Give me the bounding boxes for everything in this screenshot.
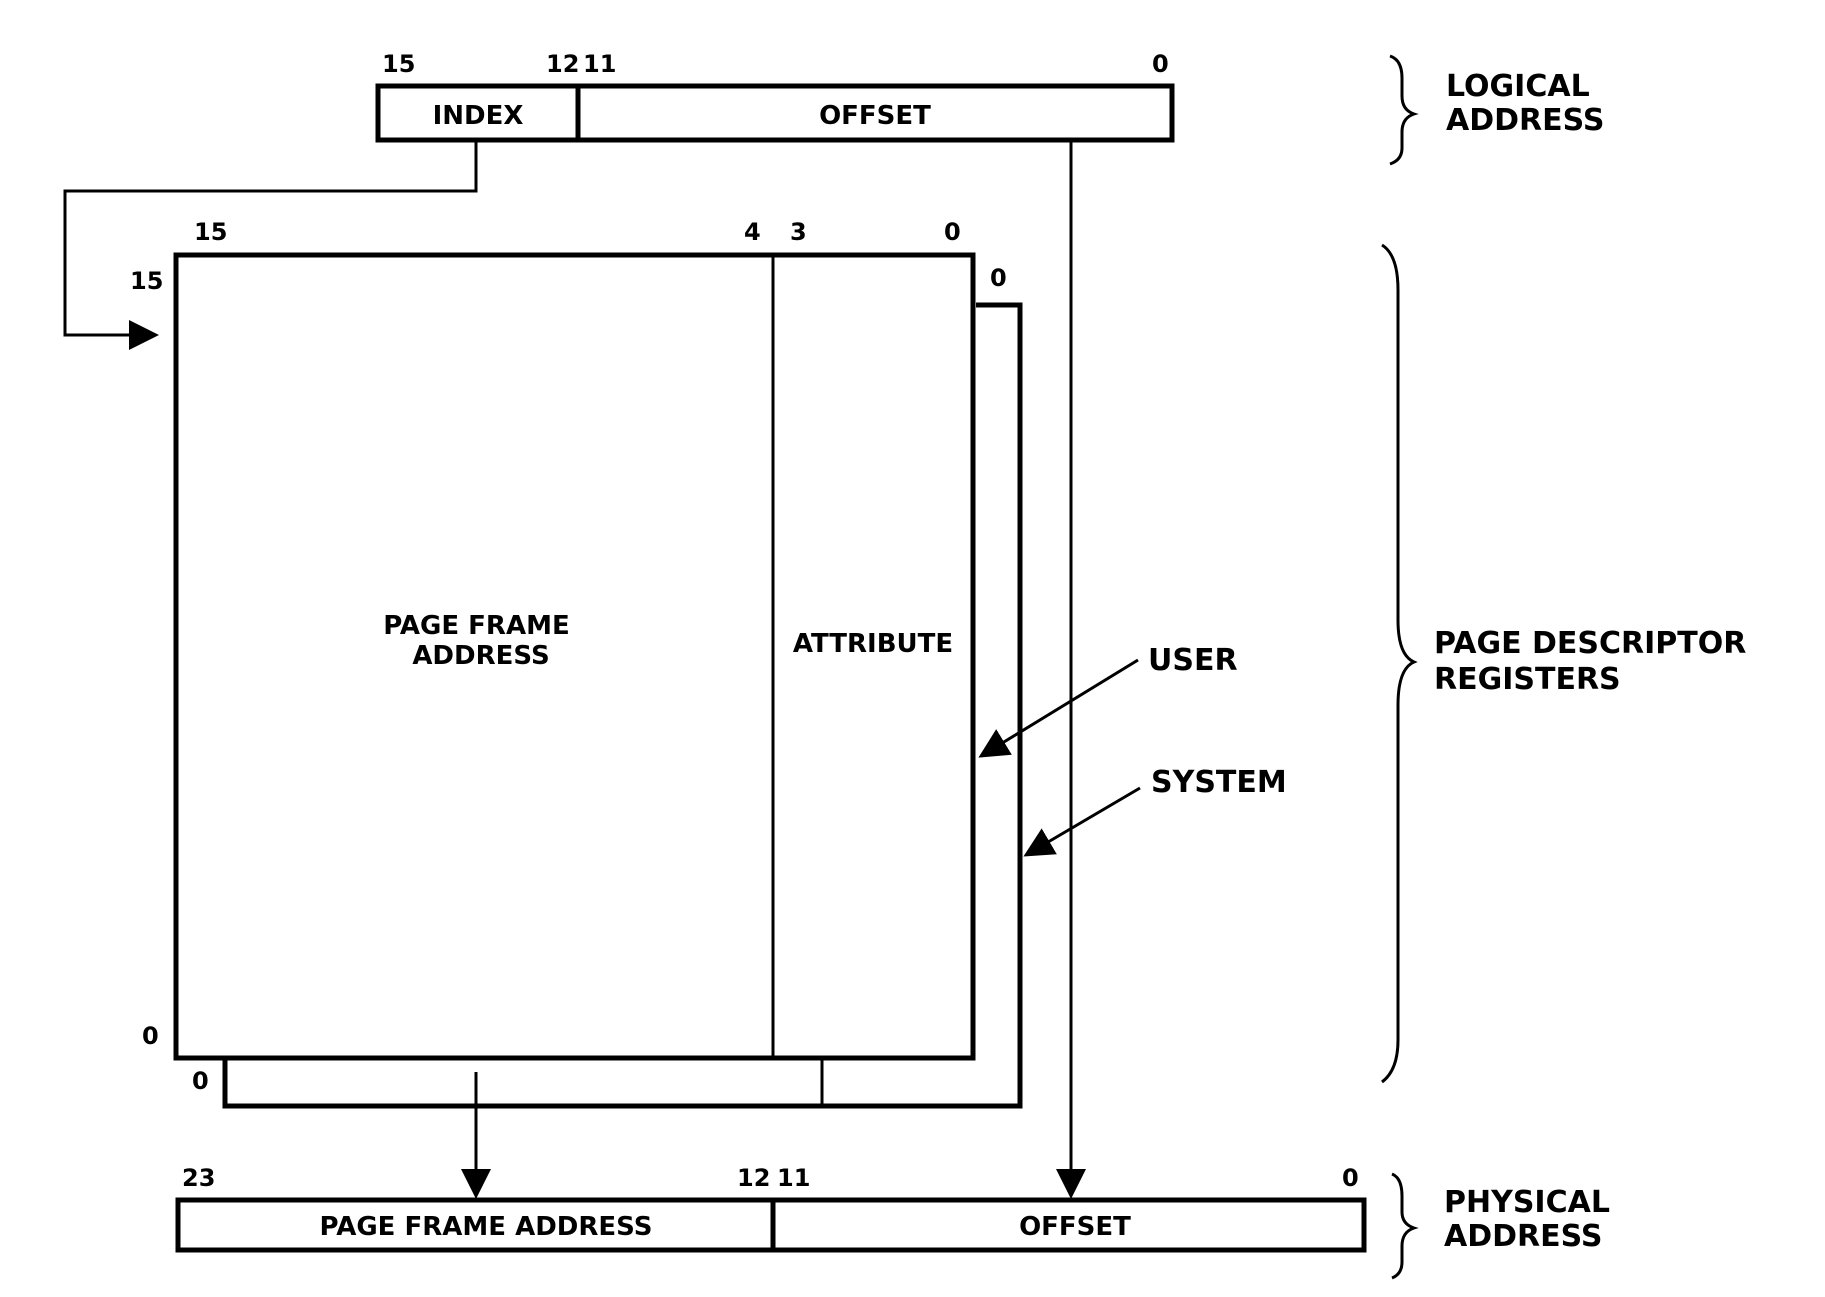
system-register-outline <box>222 302 1023 1109</box>
physical-bit-23: 23 <box>182 1164 215 1192</box>
physical-bit-11: 11 <box>777 1164 810 1192</box>
system-row-first: 0 <box>990 264 1007 292</box>
physical-address-register: PAGE FRAME ADDRESS OFFSET 23 12 11 0 <box>175 1164 1367 1253</box>
user-register-set: 15 4 3 0 15 0 PAGE FRAME ADDRESS ATTRIBU… <box>130 218 976 1061</box>
logical-index-field <box>375 83 581 143</box>
logical-bit-15: 15 <box>382 50 415 78</box>
pdr-bit-15: 15 <box>194 218 227 246</box>
physical-bit-0: 0 <box>1342 1164 1359 1192</box>
page-frame-address-label: PAGE FRAME ADDRESS <box>383 611 579 671</box>
user-register-outline <box>173 252 976 1061</box>
physical-page-frame-label: PAGE FRAME ADDRESS <box>320 1212 653 1242</box>
logical-address-register: INDEX OFFSET 15 12 11 0 <box>375 50 1175 143</box>
system-register-set: 0 0 <box>192 264 1023 1109</box>
physical-address-brace <box>1391 1172 1419 1280</box>
logical-offset-label: OFFSET <box>819 101 931 131</box>
pdr-row-first: 15 <box>130 267 163 295</box>
logical-index-label: INDEX <box>433 101 524 131</box>
flow-arrows: USER SYSTEM <box>63 140 1287 1199</box>
pdr-row-last: 0 <box>142 1022 159 1050</box>
system-label: SYSTEM <box>1151 765 1287 800</box>
side-annotations: LOGICAL ADDRESS PAGE DESCRIPTOR REGISTER… <box>1381 54 1757 1280</box>
logical-bit-12: 12 <box>546 50 579 78</box>
physical-offset-label: OFFSET <box>1019 1212 1131 1242</box>
logical-address-side-label: LOGICAL ADDRESS <box>1446 69 1604 138</box>
physical-bit-12: 12 <box>737 1164 770 1192</box>
pdr-bit-3: 3 <box>790 218 807 246</box>
pdr-brace <box>1381 243 1418 1084</box>
system-pointer-arrow <box>1023 786 1141 857</box>
index-select-arrow <box>63 140 478 350</box>
pdr-bit-4: 4 <box>744 218 761 246</box>
logical-address-brace <box>1389 54 1419 166</box>
logical-bit-0: 0 <box>1152 50 1169 78</box>
physical-offset-field <box>770 1197 1367 1253</box>
attribute-label: ATTRIBUTE <box>793 629 953 659</box>
user-label: USER <box>1148 643 1238 678</box>
logical-bit-11: 11 <box>583 50 616 78</box>
user-pointer-arrow <box>978 658 1139 758</box>
pdr-bit-0: 0 <box>944 218 961 246</box>
pdr-side-label: PAGE DESCRIPTOR REGISTERS <box>1434 626 1757 697</box>
physical-address-side-label: PHYSICAL ADDRESS <box>1444 1185 1620 1254</box>
system-row-last: 0 <box>192 1067 209 1095</box>
logical-offset-field <box>575 83 1175 143</box>
